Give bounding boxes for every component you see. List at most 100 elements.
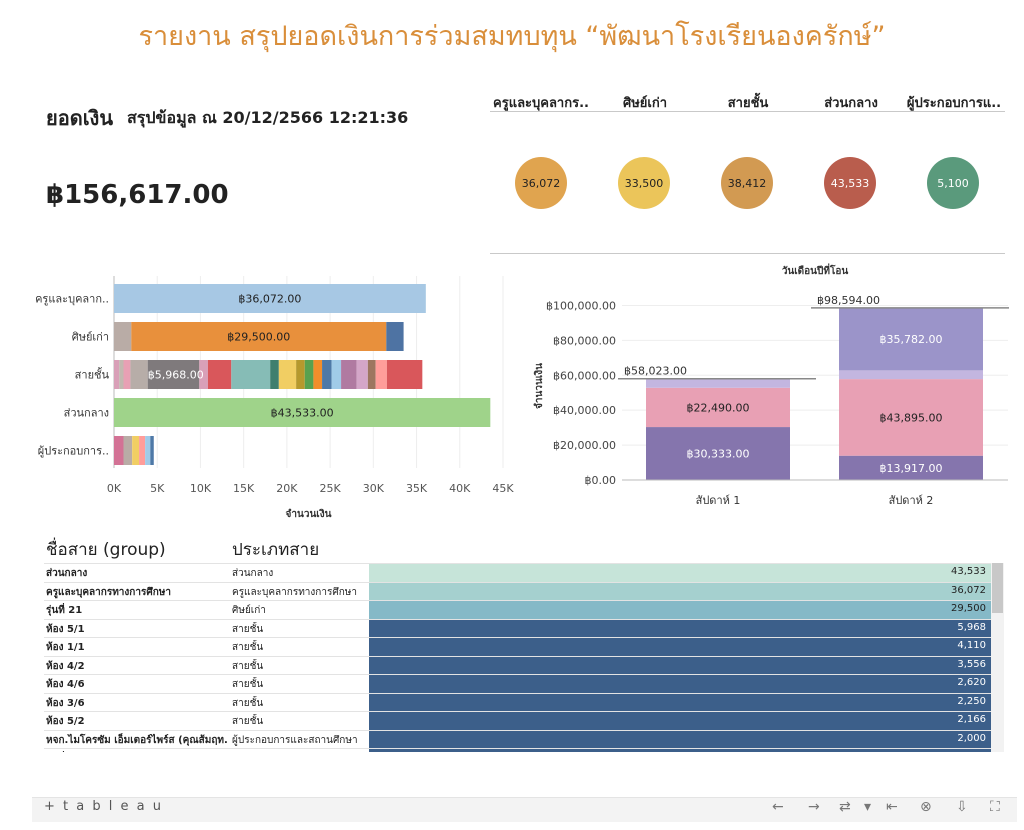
stacked-segment bbox=[839, 370, 983, 380]
x-tick-label: 0K bbox=[107, 482, 122, 495]
bar-value-label: ฿36,072.00 bbox=[238, 293, 301, 306]
group-cell: ห้อง 4/2 bbox=[46, 660, 85, 672]
x-tick-label: 15K bbox=[233, 482, 255, 495]
table-row[interactable]: ครูและบุคลากรทางการศึกษา ครูและบุคลากรทาง… bbox=[44, 581, 991, 600]
value-cell: 36,072 bbox=[951, 584, 986, 596]
reset-icon[interactable]: ⇤ bbox=[886, 799, 898, 815]
bar-segment bbox=[123, 436, 133, 465]
table-header-group[interactable]: ชื่อสาย (group) bbox=[46, 540, 166, 560]
table-row[interactable]: หจก.ไมโครซัม เอ็มเตอร์ไพร์ส (คุณส้มฤท.. ผ… bbox=[44, 729, 991, 748]
type-cell: สายชั้น bbox=[232, 679, 264, 690]
download-icon[interactable]: ⇩ bbox=[956, 799, 968, 815]
x-tick-label: 10K bbox=[190, 482, 212, 495]
x-tick-label: 40K bbox=[449, 482, 471, 495]
type-cell: สายชั้น bbox=[232, 642, 264, 653]
revert-menu-icon[interactable]: ▾ bbox=[864, 799, 872, 815]
bar-segment bbox=[356, 360, 368, 389]
circle-value: 36,072 bbox=[521, 176, 561, 190]
circle-value: 38,412 bbox=[727, 176, 767, 190]
share-icon[interactable]: ⊗ bbox=[920, 799, 932, 815]
category-header-business: ผู้ประกอบการแ.. bbox=[906, 96, 1002, 111]
table-row[interactable]: ห้อง 5/2 สายชั้น 2,166 bbox=[44, 711, 991, 730]
value-bar: 2,000 bbox=[369, 749, 991, 752]
table-row[interactable]: ห้อง 1/1 สายชั้น 4,110 bbox=[44, 637, 991, 656]
stacked-segment bbox=[839, 307, 983, 371]
stacked-segment bbox=[839, 379, 983, 456]
value-cell: 3,556 bbox=[957, 658, 986, 670]
category-bar-chart[interactable]: 0K 5K 10K 15K 20K 25K 30K 35K 40K 45K จำนวนเงิน ครู… bbox=[30, 272, 530, 527]
y-tick-label: ฿80,000.00 bbox=[553, 334, 616, 347]
table-row[interactable]: รุ่นที่ 21 ศิษย์เก่า 29,500 bbox=[44, 600, 991, 619]
tableau-toolbar bbox=[32, 797, 1017, 822]
type-cell: สายชั้น bbox=[232, 697, 264, 709]
segment-value-label: ฿13,917.00 bbox=[880, 462, 943, 475]
category-header-alumni: ศิษย์เก่า bbox=[622, 96, 668, 111]
bar-segment bbox=[207, 360, 232, 389]
value-bar: 29,500 bbox=[369, 601, 991, 619]
x-tick-label: 30K bbox=[363, 482, 385, 495]
bar-segment bbox=[114, 360, 120, 389]
group-cell: ห้อง 3/6 bbox=[46, 697, 85, 709]
category-header-central: ส่วนกลาง bbox=[824, 96, 878, 111]
value-bar: 36,072 bbox=[369, 582, 991, 600]
revert-icon[interactable]: ⇄ bbox=[839, 799, 851, 815]
value-cell: 4,110 bbox=[957, 640, 986, 651]
redo-icon[interactable]: → bbox=[808, 799, 820, 815]
x-tick-label: 5K bbox=[150, 482, 165, 495]
table-row[interactable]: ส่วนกลาง ส่วนกลาง 43,533 bbox=[44, 563, 991, 582]
category-circle-teachers[interactable]: 36,072 bbox=[515, 157, 567, 209]
total-amount: ฿156,617.00 bbox=[46, 180, 229, 210]
group-cell: ห้อง 1/1 bbox=[46, 642, 85, 653]
bar-segment bbox=[132, 436, 140, 465]
table-header-type[interactable]: ประเภทสาย bbox=[232, 540, 320, 560]
value-bar: 2,250 bbox=[369, 693, 991, 711]
table-row[interactable]: ห้อง 5/1 สายชั้น 5,968 bbox=[44, 618, 991, 637]
bar-segment bbox=[114, 284, 426, 313]
category-circle-business[interactable]: 5,100 bbox=[927, 157, 979, 209]
bar-segment bbox=[341, 360, 357, 389]
x-tick-label: 45K bbox=[492, 482, 514, 495]
undo-icon[interactable]: ← bbox=[772, 799, 784, 815]
value-bar: 43,533 bbox=[369, 564, 991, 582]
chart-title: วันเดือนปีที่โอน bbox=[782, 263, 849, 277]
bar-segment bbox=[231, 360, 271, 389]
bar-segment bbox=[322, 360, 332, 389]
total-value-label: ฿98,594.00 bbox=[817, 294, 880, 307]
bar-segment bbox=[114, 436, 124, 465]
total-value-label: ฿58,023.00 bbox=[624, 365, 687, 378]
bar-segment bbox=[131, 322, 387, 351]
category-circle-central[interactable]: 43,533 bbox=[824, 157, 876, 209]
table-row[interactable]: ห้อง 3/6 สายชั้น 2,250 bbox=[44, 692, 991, 711]
fullscreen-icon[interactable]: ⛶ bbox=[990, 799, 1000, 815]
bar-segment bbox=[199, 360, 208, 389]
summary-table[interactable]: ส่วนกลาง ส่วนกลาง 43,533 ครูและบุคลากรทางกา… bbox=[44, 563, 991, 752]
bar-segment bbox=[386, 322, 404, 351]
table-row[interactable]: รุ่นที่ 46 ศิษย์เก่า 2,000 bbox=[44, 748, 991, 752]
category-header-teachers: ครูและบุคลากร.. bbox=[493, 96, 589, 111]
bar-segment bbox=[375, 360, 387, 389]
value-bar: 2,620 bbox=[369, 675, 991, 693]
table-row[interactable]: ห้อง 4/6 สายชั้น 2,620 bbox=[44, 674, 991, 693]
scrollbar-thumb[interactable] bbox=[992, 563, 1003, 613]
group-cell: ส่วนกลาง bbox=[46, 568, 88, 579]
bar-segment bbox=[139, 436, 146, 465]
y-tick-label: ฿40,000.00 bbox=[553, 404, 616, 417]
category-header-class: สายชั้น bbox=[727, 96, 769, 111]
value-bar: 5,968 bbox=[369, 619, 991, 637]
group-cell: หจก.ไมโครซัม เอ็มเตอร์ไพร์ส (คุณส้มฤท.. bbox=[46, 734, 228, 746]
circle-value: 43,533 bbox=[830, 176, 870, 190]
bar-segment bbox=[119, 360, 124, 389]
segment-value-label: ฿30,333.00 bbox=[687, 448, 750, 461]
y-category-label: ครูและบุคลาก.. bbox=[35, 293, 109, 306]
table-row[interactable]: ห้อง 4/2 สายชั้น 3,556 bbox=[44, 655, 991, 674]
category-circle-alumni[interactable]: 33,500 bbox=[618, 157, 670, 209]
category-circle-class[interactable]: 38,412 bbox=[721, 157, 773, 209]
x-category-label: สัปดาห์ 2 bbox=[889, 494, 934, 507]
bar-segment bbox=[313, 360, 323, 389]
x-tick-label: 25K bbox=[320, 482, 342, 495]
bar-segment bbox=[296, 360, 305, 389]
value-cell: 43,533 bbox=[951, 566, 986, 577]
tableau-logo[interactable]: + t a b l e a u bbox=[44, 799, 163, 814]
bar-segment bbox=[331, 360, 342, 389]
